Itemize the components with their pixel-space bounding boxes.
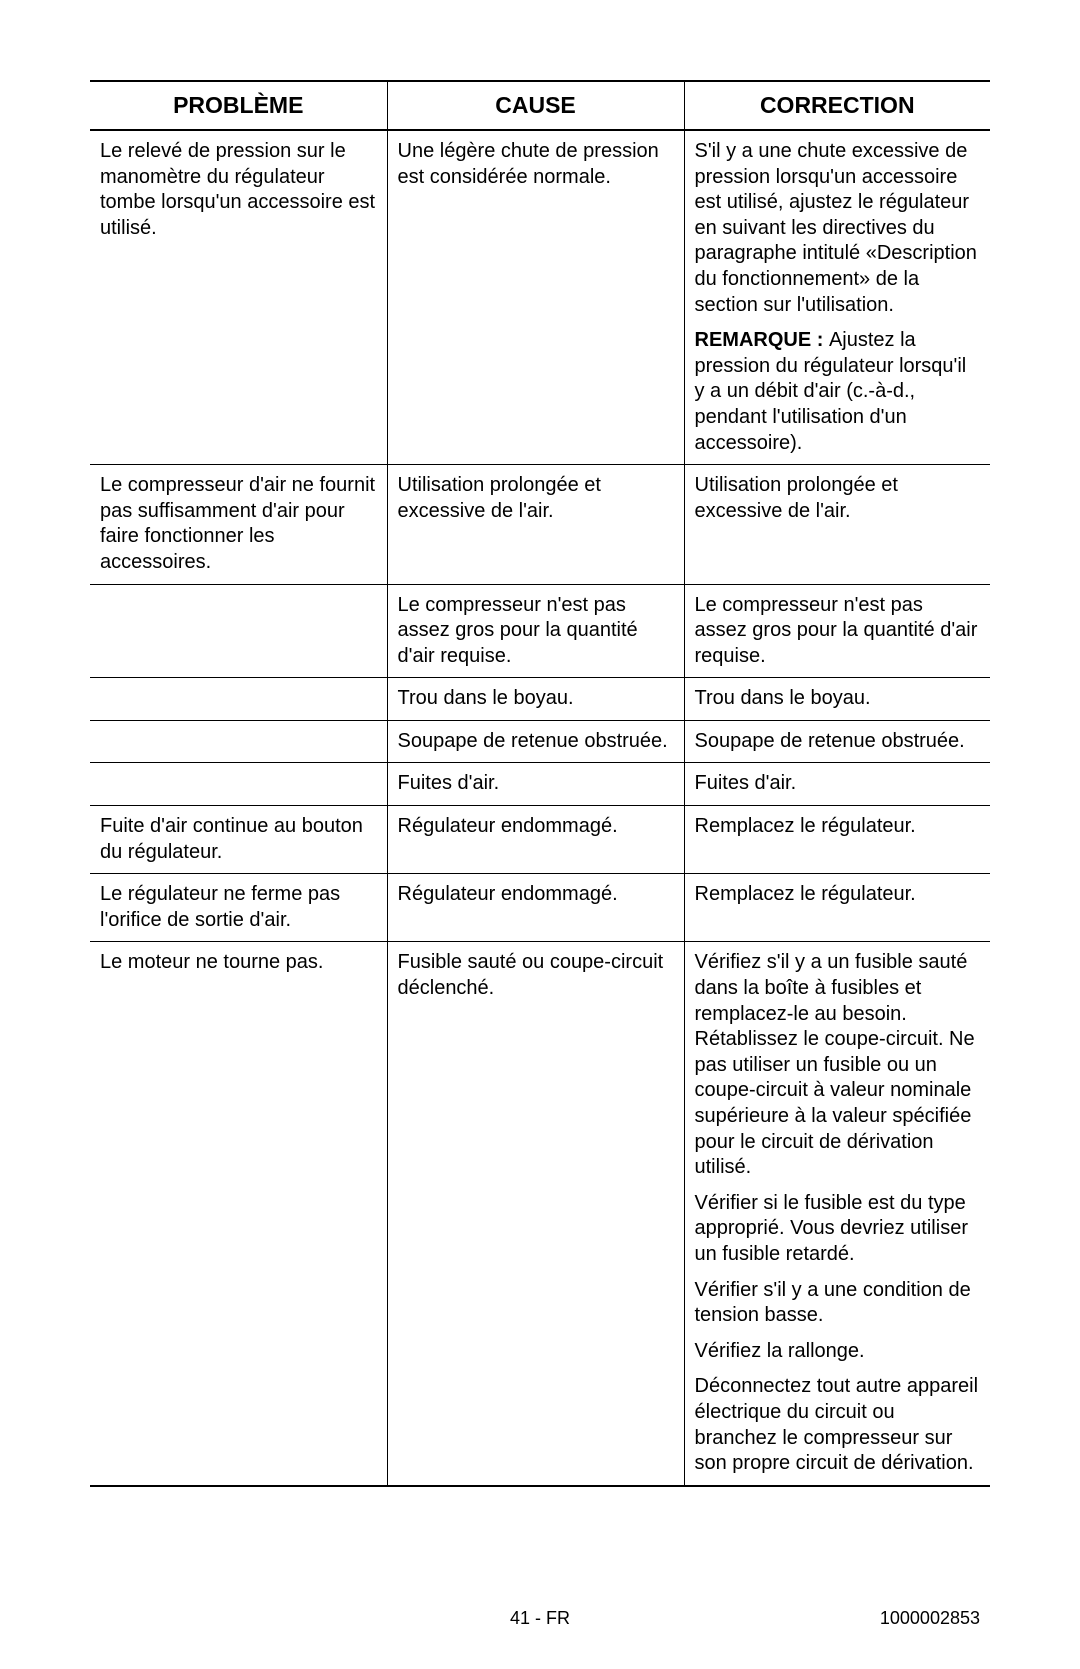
page: PROBLÈME CAUSE CORRECTION Le relevé de p… xyxy=(0,0,1080,1669)
cell-correction: Le compresseur n'est pas assez gros pour… xyxy=(684,584,990,678)
table-header-row: PROBLÈME CAUSE CORRECTION xyxy=(90,81,990,130)
cell-probleme: Le compresseur d'air ne fournit pas suff… xyxy=(90,465,387,584)
cell-correction: Remplacez le régulateur. xyxy=(684,874,990,942)
cell-probleme xyxy=(90,763,387,806)
cell-correction: Vérifiez s'il y a un fusible sauté dans … xyxy=(684,942,990,1486)
remarque-label: REMARQUE : xyxy=(695,329,829,351)
cell-correction: Soupape de retenue obstruée. xyxy=(684,720,990,763)
correction-paragraph: Vérifiez la rallonge. xyxy=(695,1339,981,1365)
table-row: Soupape de retenue obstruée. Soupape de … xyxy=(90,720,990,763)
cell-probleme xyxy=(90,678,387,721)
page-footer: 41 - FR 1000002853 xyxy=(90,1608,990,1629)
cell-cause: Régulateur endommagé. xyxy=(387,874,684,942)
cell-cause: Utilisation prolongée et excessive de l'… xyxy=(387,465,684,584)
cell-cause: Régulateur endommagé. xyxy=(387,806,684,874)
cell-probleme: Le régulateur ne ferme pas l'orifice de … xyxy=(90,874,387,942)
cell-cause: Une légère chute de pression est considé… xyxy=(387,130,684,465)
cell-correction: S'il y a une chute excessive de pression… xyxy=(684,130,990,465)
correction-paragraph: REMARQUE : Ajustez la pression du régula… xyxy=(695,328,981,456)
table-row: Trou dans le boyau. Trou dans le boyau. xyxy=(90,678,990,721)
table-row: Fuites d'air. Fuites d'air. xyxy=(90,763,990,806)
cell-correction: Utilisation prolongée et excessive de l'… xyxy=(684,465,990,584)
col-header-probleme: PROBLÈME xyxy=(90,81,387,130)
cell-probleme: Fuite d'air continue au bouton du régula… xyxy=(90,806,387,874)
cell-cause: Soupape de retenue obstruée. xyxy=(387,720,684,763)
cell-cause: Le compresseur n'est pas assez gros pour… xyxy=(387,584,684,678)
footer-page-number: 41 - FR xyxy=(510,1608,570,1629)
table-row: Le compresseur d'air ne fournit pas suff… xyxy=(90,465,990,584)
cell-probleme xyxy=(90,720,387,763)
correction-paragraph: Déconnectez tout autre appareil électriq… xyxy=(695,1374,981,1476)
col-header-correction: CORRECTION xyxy=(684,81,990,130)
cell-correction: Trou dans le boyau. xyxy=(684,678,990,721)
correction-paragraph: Vérifier s'il y a une condition de tensi… xyxy=(695,1278,981,1329)
cell-correction: Fuites d'air. xyxy=(684,763,990,806)
col-header-cause: CAUSE xyxy=(387,81,684,130)
table-row: Le compresseur n'est pas assez gros pour… xyxy=(90,584,990,678)
footer-doc-number: 1000002853 xyxy=(880,1608,980,1629)
correction-paragraph: Vérifier si le fusible est du type appro… xyxy=(695,1191,981,1268)
cell-probleme: Le moteur ne tourne pas. xyxy=(90,942,387,1486)
table-row: Le moteur ne tourne pas. Fusible sauté o… xyxy=(90,942,990,1486)
table-row: Fuite d'air continue au bouton du régula… xyxy=(90,806,990,874)
cell-cause: Fusible sauté ou coupe-circuit déclenché… xyxy=(387,942,684,1486)
correction-paragraph: S'il y a une chute excessive de pression… xyxy=(695,139,981,318)
table-row: Le relevé de pression sur le manomètre d… xyxy=(90,130,990,465)
cell-correction: Remplacez le régulateur. xyxy=(684,806,990,874)
table-row: Le régulateur ne ferme pas l'orifice de … xyxy=(90,874,990,942)
cell-probleme xyxy=(90,584,387,678)
troubleshoot-table: PROBLÈME CAUSE CORRECTION Le relevé de p… xyxy=(90,80,990,1487)
correction-paragraph: Vérifiez s'il y a un fusible sauté dans … xyxy=(695,950,981,1180)
cell-probleme: Le relevé de pression sur le manomètre d… xyxy=(90,130,387,465)
cell-cause: Fuites d'air. xyxy=(387,763,684,806)
cell-cause: Trou dans le boyau. xyxy=(387,678,684,721)
